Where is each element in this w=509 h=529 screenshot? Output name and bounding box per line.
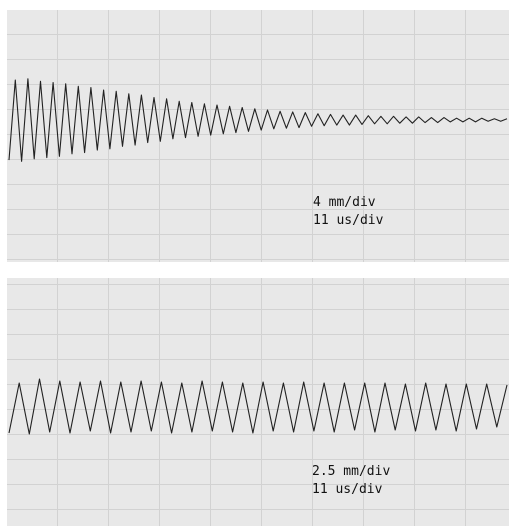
waveform <box>8 78 508 162</box>
panel-bottom <box>7 278 509 526</box>
waveform <box>8 378 508 435</box>
panel-top <box>7 10 509 262</box>
scale-label: 11 us/div <box>313 213 384 228</box>
scale-label: 4 mm/div <box>313 195 376 210</box>
scale-label: 11 us/div <box>312 482 383 497</box>
scale-label: 2.5 mm/div <box>312 464 390 479</box>
